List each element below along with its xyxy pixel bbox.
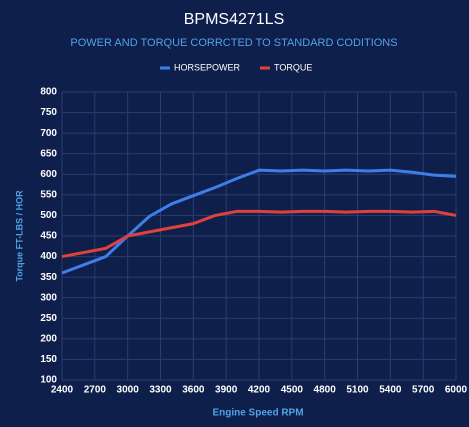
y-tick-label: 100 [40, 375, 57, 386]
y-tick-label: 700 [40, 128, 57, 139]
x-tick-label: 3000 [117, 385, 140, 396]
x-tick-label: 2400 [51, 385, 74, 396]
chart-subtitle: POWER AND TORQUE CORRCTED TO STANDARD CO… [70, 37, 397, 49]
x-tick-label: 3900 [215, 385, 238, 396]
x-axis-label: Engine Speed RPM [212, 408, 303, 419]
y-tick-label: 450 [40, 231, 57, 242]
x-tick-label: 5700 [412, 385, 435, 396]
x-tick-label: 5400 [379, 385, 402, 396]
y-tick-label: 600 [40, 169, 57, 180]
y-tick-label: 550 [40, 189, 57, 200]
y-tick-label: 150 [40, 354, 57, 365]
y-tick-label: 300 [40, 292, 57, 303]
y-tick-label: 800 [40, 87, 57, 98]
y-tick-label: 750 [40, 107, 57, 118]
x-tick-label: 3600 [182, 385, 205, 396]
y-tick-label: 650 [40, 148, 57, 159]
y-tick-label: 500 [40, 210, 57, 221]
y-tick-label: 350 [40, 272, 57, 283]
x-tick-label: 5100 [346, 385, 369, 396]
x-tick-label: 6000 [445, 385, 468, 396]
x-tick-label: 4800 [314, 385, 337, 396]
x-tick-label: 3300 [149, 385, 172, 396]
y-tick-label: 400 [40, 251, 57, 262]
legend-label: HORSEPOWER [174, 62, 241, 72]
chart-title: BPMS4271LS [184, 11, 285, 28]
x-tick-label: 4200 [248, 385, 271, 396]
legend-label: TORQUE [274, 62, 312, 72]
y-tick-label: 250 [40, 313, 57, 324]
y-axis-label: Torque FT-LBS / HOR [14, 190, 24, 282]
data-line [61, 168, 457, 275]
y-tick-label: 200 [40, 333, 57, 344]
x-tick-label: 4500 [281, 385, 304, 396]
data-line [61, 209, 457, 259]
x-tick-label: 2700 [84, 385, 107, 396]
